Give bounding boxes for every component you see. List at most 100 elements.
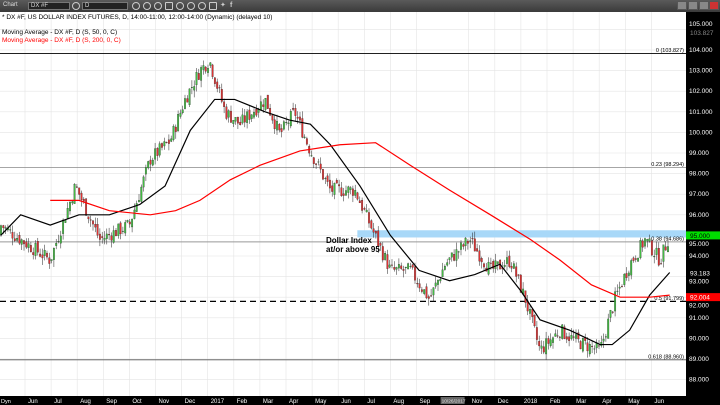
candle-up <box>64 220 67 223</box>
dynamic-label: Dyn <box>1 399 11 405</box>
price-tick-label: 92.000 <box>689 303 709 310</box>
candle-down <box>165 142 168 143</box>
candle-down <box>634 258 637 260</box>
candle-up <box>133 209 136 219</box>
candle-up <box>602 338 605 342</box>
toolbar: Chart DX #F D ✦ f <box>0 0 720 12</box>
candle-up <box>545 338 548 355</box>
candle-up <box>62 219 65 234</box>
candle-up <box>627 272 630 276</box>
settings-icon[interactable] <box>72 2 80 10</box>
candle-down <box>80 192 83 201</box>
candle-up <box>365 209 368 213</box>
candle-up <box>55 243 58 246</box>
candle-down <box>425 286 428 299</box>
mail-icon[interactable] <box>165 2 173 10</box>
candle-up <box>190 86 193 88</box>
candle-up <box>439 279 442 282</box>
candle-up <box>441 269 444 277</box>
candle-down <box>236 116 239 124</box>
price-tag <box>686 231 720 240</box>
minimize-button[interactable] <box>677 1 687 10</box>
price-chart[interactable]: 0 (103.827) 0.23 (98.294) 0.38 (94.686) 0.5… <box>0 12 720 405</box>
candle-down <box>156 148 159 156</box>
candle-down <box>32 252 35 255</box>
candle-up <box>614 291 617 312</box>
candle-up <box>310 155 313 157</box>
chat-icon[interactable] <box>209 2 217 10</box>
candle-up <box>50 259 53 261</box>
candle-down <box>161 143 163 148</box>
candle-down <box>591 345 594 347</box>
ma200-legend: Moving Average - DX #F, D (S, 200, 0, C) <box>2 37 121 44</box>
candle-up <box>434 282 437 287</box>
time-tick-label: Jul <box>54 399 62 405</box>
pencil-icon[interactable] <box>143 2 151 10</box>
candle-up <box>195 72 198 86</box>
candle-down <box>29 245 32 253</box>
price-tick-label: 98.000 <box>689 171 709 178</box>
candle-down <box>386 254 389 269</box>
price-tick-label: 94.000 <box>689 253 709 260</box>
candle-down <box>473 238 476 252</box>
candle-down <box>420 289 423 292</box>
candle-down <box>128 221 131 225</box>
candle-up <box>593 348 596 350</box>
candle-up <box>460 242 462 250</box>
candle-up <box>540 345 543 349</box>
symbol-input[interactable]: DX #F <box>28 2 70 10</box>
candle-up <box>142 176 145 188</box>
time-tick-label: Aug <box>80 399 91 405</box>
candle-up <box>333 183 336 195</box>
candle-up <box>124 222 127 234</box>
candle-up <box>443 266 446 270</box>
candle-down <box>319 163 322 170</box>
time-tick-label: Jun <box>28 399 38 405</box>
price-tag-label: 103.827 <box>690 30 714 37</box>
candle-down <box>82 198 85 202</box>
alert-icon[interactable] <box>187 2 195 10</box>
record-icon[interactable] <box>176 2 184 10</box>
candle-down <box>361 200 364 211</box>
candle-down <box>414 266 416 281</box>
candle-up <box>20 239 23 245</box>
candle-down <box>94 224 97 228</box>
interval-select[interactable]: D <box>82 2 128 10</box>
candle-up <box>561 324 564 339</box>
candle-down <box>519 274 522 293</box>
minus-icon[interactable] <box>154 2 162 10</box>
facebook-icon[interactable]: f <box>230 2 233 9</box>
candle-up <box>506 257 508 264</box>
candle-down <box>476 248 479 252</box>
candle-down <box>301 118 304 138</box>
time-tick-label: May <box>628 399 639 405</box>
maximize-button[interactable] <box>688 1 698 10</box>
time-tick-label: Nov <box>472 399 483 405</box>
price-tag <box>686 268 720 277</box>
candle-down <box>322 169 324 180</box>
restore-button[interactable] <box>699 1 709 10</box>
candle-up <box>105 233 108 239</box>
candle-down <box>326 175 329 182</box>
candle-up <box>623 273 626 285</box>
clock-icon[interactable] <box>132 2 140 10</box>
twitter-icon[interactable]: ✦ <box>220 2 226 9</box>
chart-title: * DX #F, US DOLLAR INDEX FUTURES, D, 14:… <box>2 14 273 21</box>
candle-down <box>216 81 219 89</box>
close-button[interactable] <box>709 1 719 10</box>
link-icon[interactable] <box>198 2 206 10</box>
candle-down <box>660 263 663 265</box>
candle-down <box>611 311 614 313</box>
candle-down <box>266 94 269 109</box>
candle-up <box>16 238 19 241</box>
candle-up <box>246 111 249 123</box>
candle-up <box>154 148 157 160</box>
candle-down <box>625 273 628 278</box>
candle-up <box>151 159 154 166</box>
candle-up <box>604 336 607 338</box>
candle-down <box>92 220 94 225</box>
candle-up <box>66 208 69 219</box>
candle-up <box>653 256 656 258</box>
candle-up <box>512 263 515 269</box>
candle-down <box>98 233 101 240</box>
